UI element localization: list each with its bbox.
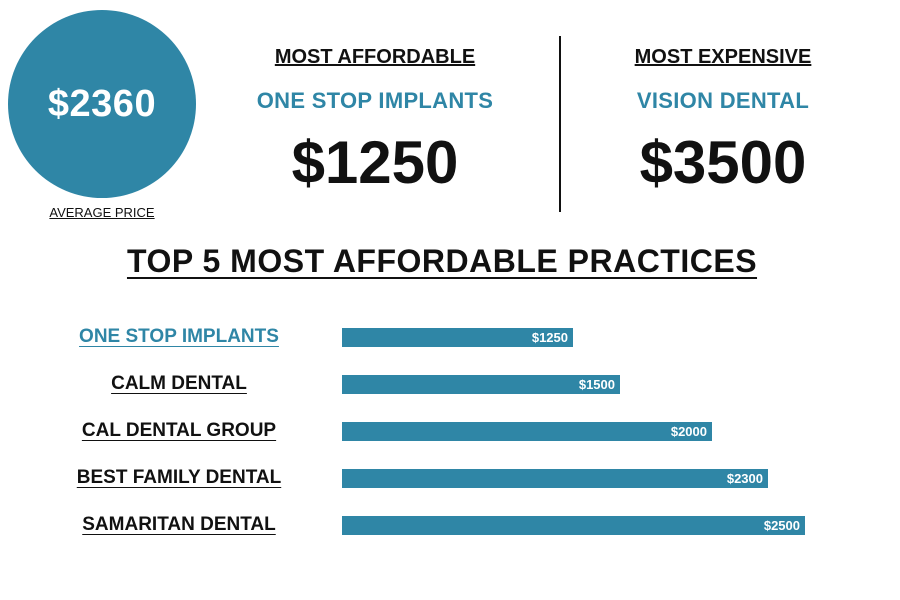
bar: $1500 <box>342 375 620 394</box>
most-affordable-heading: MOST AFFORDABLE <box>274 46 476 68</box>
most-affordable-price: $1250 <box>291 129 459 196</box>
affordable-practices-bar-chart: ONE STOP IMPLANTS $1250 CALM DENTAL $1500 CA… <box>0 318 900 558</box>
bar-value-label: $2000 <box>670 424 707 439</box>
average-price-value: $2360 <box>47 82 157 125</box>
most-affordable-name: ONE STOP IMPLANTS <box>256 88 494 113</box>
panel-divider <box>559 36 561 212</box>
bar: $2000 <box>342 422 712 441</box>
most-expensive-price: $3500 <box>639 129 807 196</box>
chart-title-text: TOP 5 MOST AFFORDABLE PRACTICES <box>126 243 758 279</box>
category-label: BEST FAMILY DENTAL <box>40 459 318 499</box>
bar-value-label: $2300 <box>726 471 763 486</box>
most-expensive-heading: MOST EXPENSIVE <box>634 46 812 68</box>
category-label: ONE STOP IMPLANTS <box>40 318 318 358</box>
bar-value-label: $2500 <box>763 518 800 533</box>
bar: $1250 <box>342 328 573 347</box>
bar-value-label: $1250 <box>531 330 568 345</box>
category-label: CALM DENTAL <box>40 365 318 405</box>
bar: $2500 <box>342 516 805 535</box>
category-label: CAL DENTAL GROUP <box>40 412 318 452</box>
average-price-circle: $2360 <box>8 10 196 198</box>
category-label: SAMARITAN DENTAL <box>40 506 318 546</box>
chart-row: ONE STOP IMPLANTS $1250 <box>0 318 900 358</box>
most-expensive-name: VISION DENTAL <box>636 88 810 113</box>
chart-row: CALM DENTAL $1500 <box>0 365 900 405</box>
category-label-text: ONE STOP IMPLANTS <box>79 326 279 347</box>
bar-value-label: $1500 <box>578 377 615 392</box>
category-label-text: BEST FAMILY DENTAL <box>76 467 282 488</box>
category-label-text: CALM DENTAL <box>111 373 247 394</box>
most-expensive-panel: MOST EXPENSIVE VISION DENTAL $3500 <box>563 42 883 198</box>
average-price-label: AVERAGE PRICE <box>49 205 155 220</box>
most-affordable-panel: MOST AFFORDABLE ONE STOP IMPLANTS $1250 <box>215 42 535 198</box>
chart-row: SAMARITAN DENTAL $2500 <box>0 506 900 546</box>
chart-title: TOP 5 MOST AFFORDABLE PRACTICES <box>0 243 884 280</box>
category-label-text: CAL DENTAL GROUP <box>81 420 277 441</box>
chart-row: BEST FAMILY DENTAL $2300 <box>0 459 900 499</box>
chart-row: CAL DENTAL GROUP $2000 <box>0 412 900 452</box>
category-label-text: SAMARITAN DENTAL <box>82 514 276 535</box>
bar: $2300 <box>342 469 768 488</box>
